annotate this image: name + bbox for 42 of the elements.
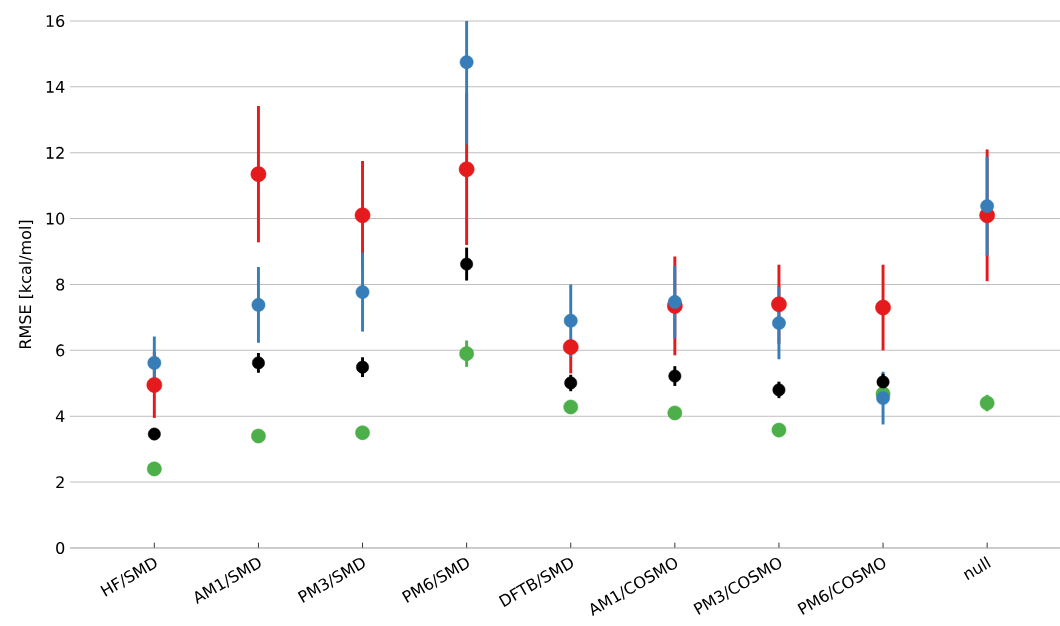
point (459, 55, 474, 70)
point (147, 356, 162, 370)
y-tick-label: 2 (56, 476, 64, 489)
point (147, 427, 161, 441)
y-tick-label: 16 (46, 14, 65, 28)
point (876, 375, 890, 389)
point (771, 296, 787, 313)
point (459, 346, 474, 361)
point (563, 399, 579, 415)
point (146, 461, 162, 477)
point (250, 166, 267, 182)
point (146, 377, 163, 393)
point (252, 356, 265, 370)
y-tick-label: 14 (46, 81, 65, 93)
y-tick-label: 4 (55, 410, 65, 423)
y-tick-label: 12 (46, 146, 64, 159)
point (251, 298, 266, 312)
point (772, 383, 786, 397)
y-tick-label: 0 (56, 541, 65, 555)
point (354, 207, 371, 224)
y-tick-label: 10 (46, 212, 65, 225)
y-axis-title: RMSE [kcal/mol] (18, 220, 34, 349)
point (876, 391, 890, 405)
point (771, 422, 787, 438)
point (668, 369, 682, 383)
point (772, 316, 786, 330)
point (980, 199, 995, 213)
y-tick-label: 8 (56, 278, 65, 291)
y-tick-label: 6 (56, 344, 65, 357)
point (458, 161, 475, 178)
point (251, 428, 266, 444)
point (667, 405, 683, 421)
point (667, 295, 682, 309)
point (562, 339, 579, 355)
x-tick-label: null (963, 556, 991, 580)
point (875, 299, 891, 316)
point (355, 425, 370, 441)
point (563, 313, 578, 328)
point (356, 360, 369, 374)
point (460, 257, 474, 271)
point (355, 285, 370, 299)
point (564, 376, 578, 390)
